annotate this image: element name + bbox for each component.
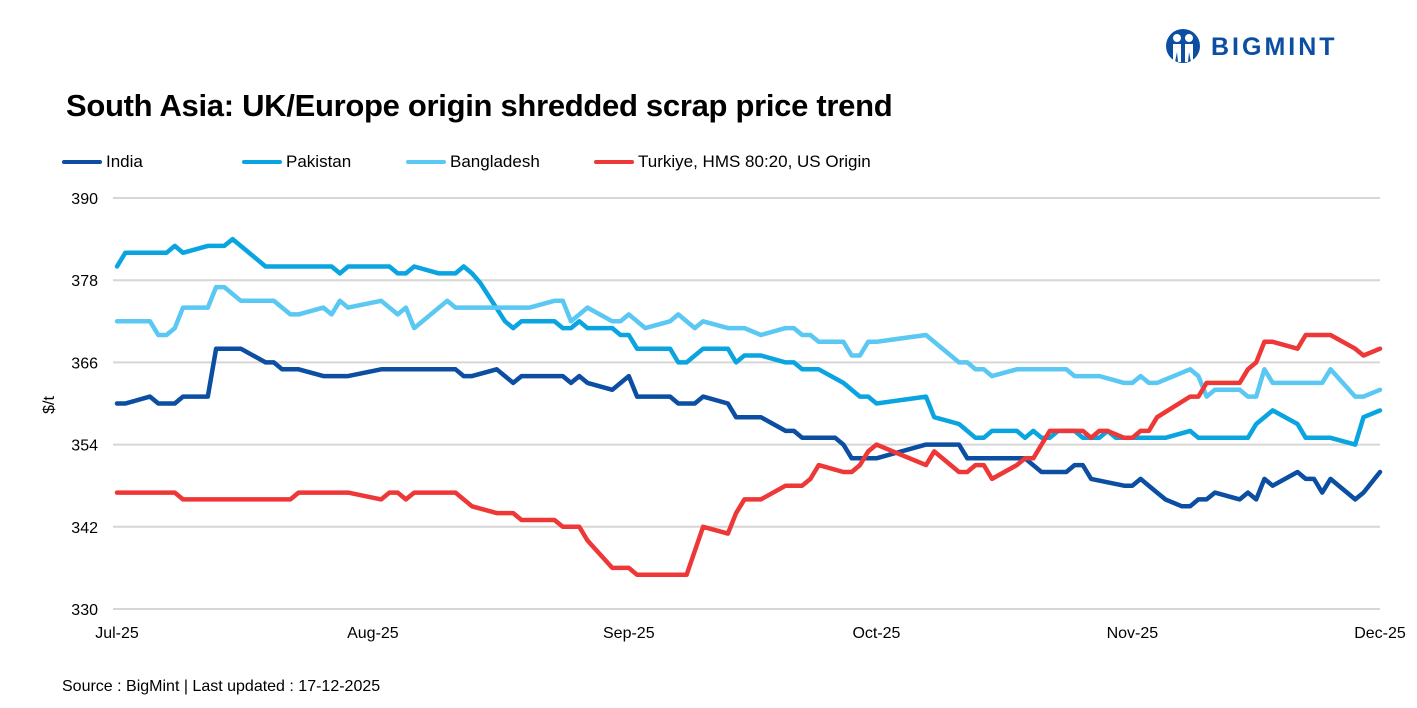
legend-swatch: [242, 160, 282, 164]
legend-label: Pakistan: [286, 152, 352, 171]
bigmint-logo-icon: [1166, 29, 1200, 63]
legend-item-pakistan: Pakistan: [242, 152, 406, 172]
legend-label: India: [106, 152, 143, 171]
legend-swatch: [594, 160, 634, 164]
x-tick-label: Oct-25: [852, 625, 900, 642]
y-tick-label: 330: [71, 602, 98, 619]
legend-label: Bangladesh: [450, 152, 540, 171]
legend-swatch: [406, 160, 446, 164]
series-line-pakistan: [114, 236, 1383, 447]
series-line-india: [114, 346, 1383, 509]
y-tick-label: 378: [71, 273, 98, 290]
series-line-bangladesh: [114, 284, 1383, 399]
y-tick-label: 390: [71, 191, 98, 208]
y-tick-label: 342: [71, 520, 98, 537]
y-tick-label: 366: [71, 355, 98, 372]
x-tick-label: Aug-25: [347, 625, 399, 642]
legend-swatch: [62, 160, 102, 164]
y-axis-label: $/t: [41, 396, 58, 414]
series-line-turkiye: [114, 332, 1383, 578]
x-tick-label: Sep-25: [603, 625, 655, 642]
legend-item-turkiye: Turkiye, HMS 80:20, US Origin: [594, 152, 871, 172]
x-tick-label: Jul-25: [95, 625, 139, 642]
y-tick-label: 354: [71, 438, 98, 455]
x-tick-label: Nov-25: [1107, 625, 1159, 642]
source-note: Source : BigMint | Last updated : 17-12-…: [62, 678, 381, 695]
legend-label: Turkiye, HMS 80:20, US Origin: [638, 152, 871, 171]
x-tick-label: Dec-25: [1354, 625, 1406, 642]
legend-item-india: India: [62, 152, 242, 172]
logo-text: BIGMINT: [1211, 32, 1338, 61]
bigmint-logo: BIGMINT: [1165, 28, 1338, 66]
legend-item-bangladesh: Bangladesh: [406, 152, 594, 172]
chart-title: South Asia: UK/Europe origin shredded sc…: [66, 88, 893, 123]
legend: India Pakistan Bangladesh Turkiye, HMS 8…: [62, 152, 871, 172]
